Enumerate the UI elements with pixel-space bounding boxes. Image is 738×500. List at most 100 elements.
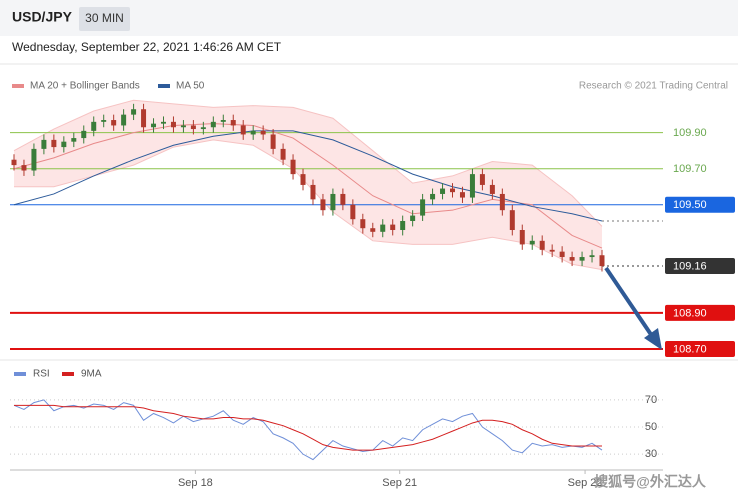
candle-body [459, 192, 465, 198]
candle-body [51, 139, 57, 148]
ma20-line [13, 123, 603, 249]
candle-body [11, 159, 17, 166]
candle-body [151, 123, 157, 128]
candle-body [141, 109, 147, 128]
level-badge [665, 340, 735, 357]
legend-label: MA 20 + Bollinger Bands [30, 81, 140, 92]
watermark: 搜狐号@外汇达人 [594, 474, 707, 490]
candle-body [360, 219, 366, 229]
level-label: 108.70 [673, 343, 707, 355]
symbol: USD/JPY [12, 9, 73, 25]
candle-body [121, 114, 127, 126]
candle-body [469, 174, 475, 198]
candle-body [31, 148, 37, 171]
candle-body [390, 224, 396, 231]
legend-label: MA 50 [176, 81, 205, 92]
candle-body [21, 165, 27, 171]
candle-body [380, 224, 386, 232]
candle-body [400, 220, 406, 231]
candle-body [330, 193, 336, 211]
candle-body [529, 240, 535, 245]
candle-body [230, 120, 236, 126]
bollinger-area [14, 100, 602, 270]
candle-body [71, 138, 77, 142]
legend-label: 9MA [81, 369, 102, 380]
candle-body [579, 257, 585, 261]
y-tick-label: 50 [645, 421, 657, 433]
candle-body [430, 193, 436, 200]
candle-body [280, 148, 286, 160]
candle-body [410, 215, 416, 221]
x-tick-label: Sep 18 [178, 477, 213, 489]
level-label: 109.90 [673, 127, 707, 139]
candle-body [180, 125, 186, 128]
candle-body [190, 125, 196, 130]
candle-body [440, 188, 446, 194]
legend-label: RSI [33, 369, 50, 380]
candle-body [350, 204, 356, 220]
x-tick-label: Sep 21 [382, 477, 417, 489]
candle-body [300, 174, 306, 185]
credit: Research © 2021 Trading Central [579, 81, 728, 92]
ma50-line [13, 130, 603, 222]
legend-swatch [14, 372, 26, 376]
legend-swatch [62, 372, 74, 376]
candle-body [420, 199, 426, 216]
candle-body [41, 139, 47, 149]
candle-body [499, 193, 505, 211]
candle-body [519, 230, 525, 245]
level-badge [665, 304, 735, 321]
candle-body [290, 159, 296, 175]
candle-body [320, 199, 326, 211]
level-label: 109.50 [673, 199, 707, 211]
candle-body [91, 121, 97, 131]
candle-body [250, 130, 256, 135]
timeframe-button[interactable] [79, 7, 130, 31]
candle-body [270, 134, 276, 149]
candle-body [220, 120, 226, 122]
candle-body [200, 127, 206, 130]
legend-swatch [12, 84, 24, 88]
legend-swatch [158, 84, 170, 88]
candle-body [450, 188, 456, 193]
candle-body [131, 109, 137, 115]
candle-body [101, 120, 107, 122]
y-tick-label: 30 [645, 448, 657, 460]
forecast-arrow [604, 266, 654, 338]
timestamp: Wednesday, September 22, 2021 1:46:26 AM… [12, 40, 282, 54]
candle-body [370, 228, 376, 232]
candle-body [489, 184, 495, 194]
candle-body [160, 121, 166, 124]
indicator-line [14, 404, 602, 451]
x-tick-label: Sep 22 [568, 477, 603, 489]
candle-body [589, 255, 595, 258]
timeframe[interactable]: 30 MIN [85, 11, 124, 25]
bollinger-upper [13, 99, 603, 227]
forecast-arrow-head [644, 328, 662, 350]
candle-body [260, 130, 266, 135]
level-badge [665, 258, 735, 275]
candle-body [599, 255, 605, 267]
candle-body [509, 210, 515, 231]
candle-body [111, 120, 117, 126]
candle-body [61, 141, 67, 148]
candle-body [569, 257, 575, 261]
candle-body [310, 184, 316, 200]
indicator-line [13, 399, 603, 461]
candle-body [210, 121, 216, 128]
level-label: 108.90 [673, 307, 707, 319]
candle-body [559, 251, 565, 258]
candle-body [539, 240, 545, 250]
candle-body [549, 249, 555, 252]
candle-body [170, 121, 176, 128]
candle-body [240, 125, 246, 135]
candle-body [340, 193, 346, 205]
level-badge [665, 196, 735, 213]
candle-body [479, 174, 485, 185]
level-label: 109.70 [673, 163, 707, 175]
level-label: 109.16 [673, 260, 707, 272]
candle-body [81, 130, 87, 139]
y-tick-label: 70 [645, 394, 657, 406]
